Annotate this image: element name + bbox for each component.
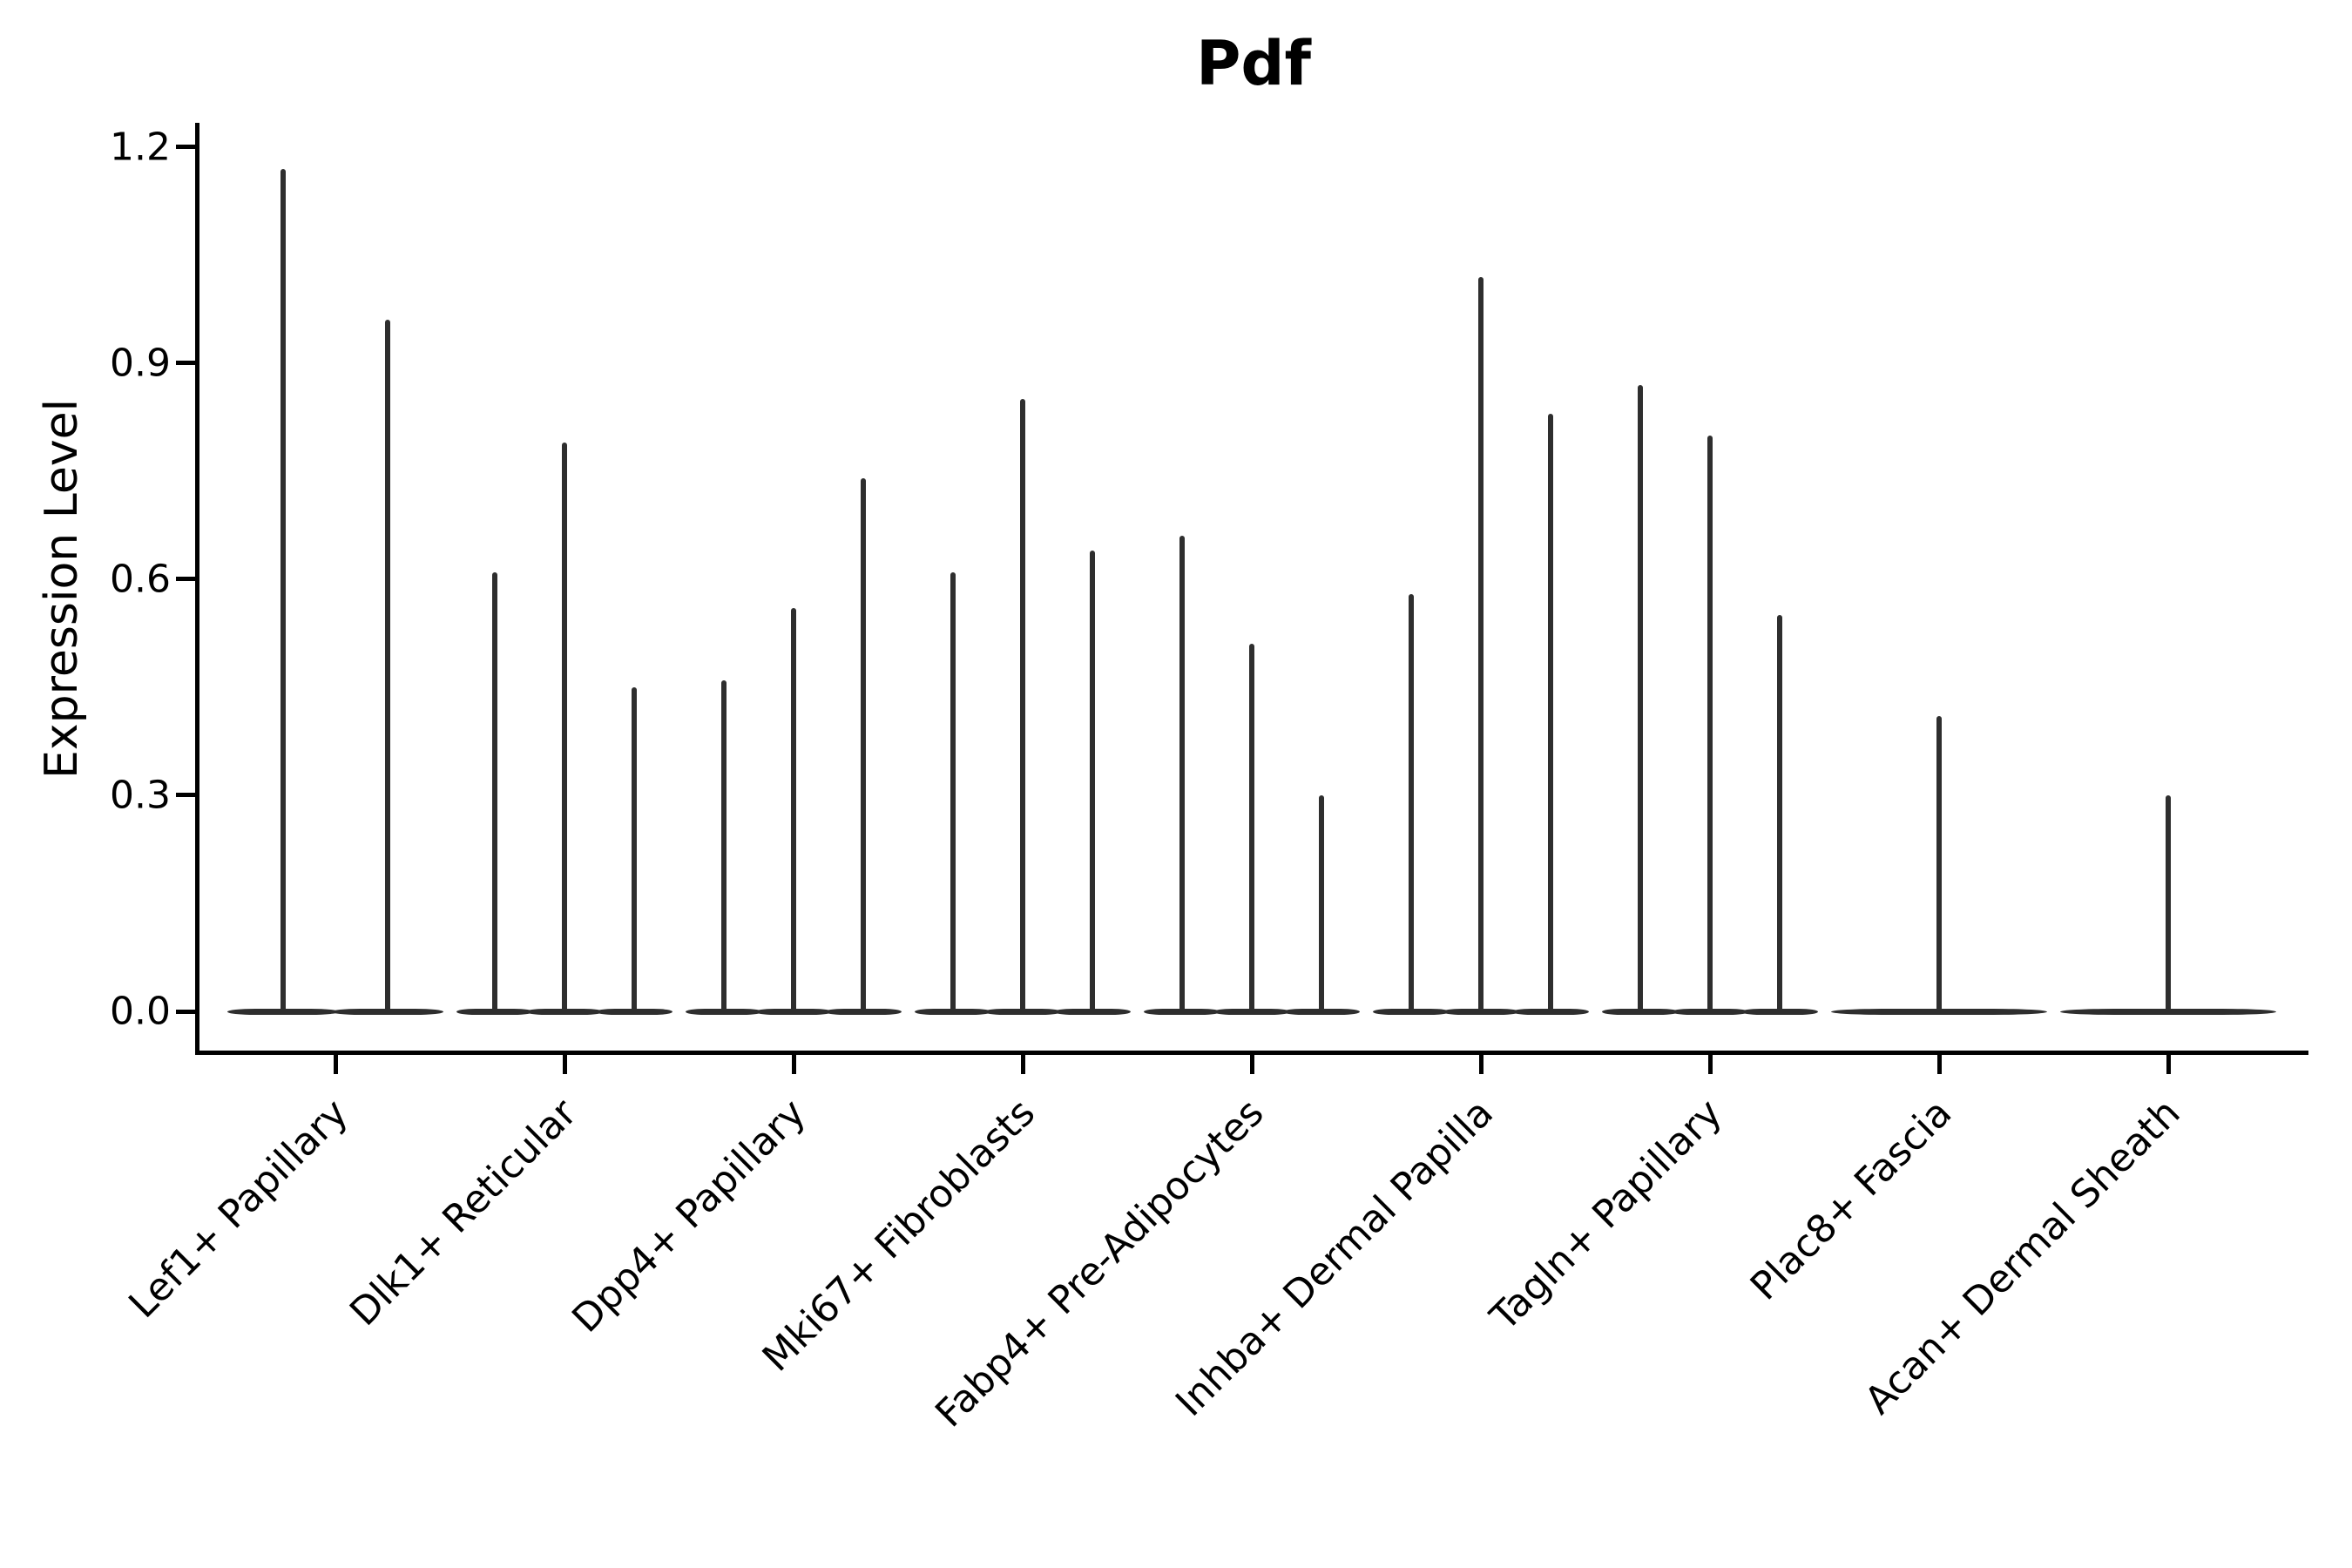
violin-spike (791, 608, 796, 1013)
violin-spike (1707, 435, 1713, 1013)
violin-spike (1409, 593, 1414, 1013)
violin-spike (721, 679, 727, 1013)
violin-spike (1090, 550, 1095, 1013)
x-tick-label: Dlk1+ Reticular (341, 1091, 586, 1335)
violin-spike (562, 442, 567, 1013)
x-tick-label: Dpp4+ Papillary (564, 1091, 815, 1342)
bottom-spine (195, 1051, 2308, 1055)
x-tick-label: Tagln+ Papillary (1482, 1091, 1732, 1340)
violin-spike (1936, 716, 1942, 1013)
x-tick-mark (562, 1055, 567, 1074)
y-tick-label: 0.9 (110, 341, 171, 386)
y-tick-mark (176, 145, 195, 150)
x-tick-mark (791, 1055, 796, 1074)
x-tick-mark (2166, 1055, 2171, 1074)
x-tick-mark (1478, 1055, 1484, 1074)
y-tick-label: 0.6 (110, 557, 171, 602)
y-tick-mark (176, 577, 195, 582)
left-spine (195, 123, 199, 1055)
violin-spike (632, 686, 637, 1013)
violin-spike (1319, 794, 1324, 1013)
violin-spike (385, 320, 390, 1013)
violin-spike (1777, 615, 1782, 1013)
y-tick-mark (176, 361, 195, 366)
violin-spike (280, 168, 286, 1013)
x-tick-label: Lef1+ Papillary (119, 1091, 357, 1328)
violin-spike (1249, 644, 1254, 1013)
violin-spike (492, 571, 497, 1013)
violin-spike (1548, 413, 1553, 1013)
chart-title: Pdf (1196, 28, 1311, 99)
x-tick-label: Plac8+ Fascia (1741, 1091, 1961, 1309)
violin-spike (1638, 384, 1643, 1013)
x-tick-mark (1936, 1055, 1942, 1074)
violin-spike (2166, 794, 2171, 1013)
violin-spike (1020, 399, 1025, 1013)
violin-spike (950, 571, 956, 1013)
violin-spike (861, 478, 866, 1013)
y-tick-mark (176, 793, 195, 798)
x-tick-mark (1249, 1055, 1254, 1074)
y-tick-label: 1.2 (110, 125, 171, 170)
violin-spike (1179, 536, 1185, 1013)
y-tick-label: 0.3 (110, 773, 171, 818)
y-tick-label: 0.0 (110, 989, 171, 1034)
x-tick-mark (333, 1055, 338, 1074)
violin-spike (1478, 276, 1484, 1013)
y-tick-mark (176, 1009, 195, 1014)
x-tick-mark (1707, 1055, 1713, 1074)
x-tick-mark (1020, 1055, 1025, 1074)
